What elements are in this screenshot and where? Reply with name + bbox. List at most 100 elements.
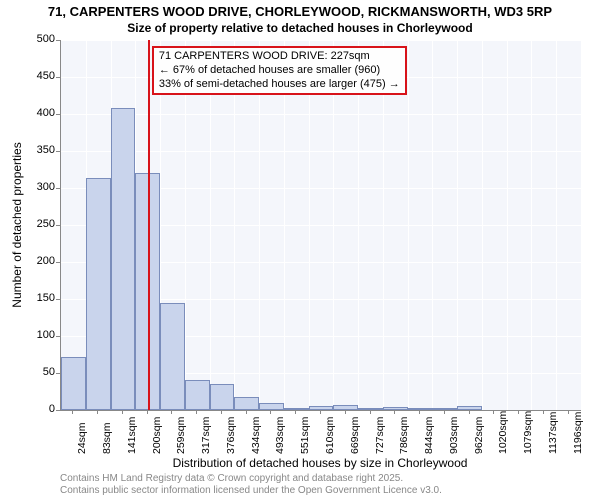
callout-box: 71 CARPENTERS WOOD DRIVE: 227sqm ← 67% o…	[152, 46, 407, 95]
x-tick-label: 1079sqm	[522, 411, 534, 454]
grid-line-h	[61, 151, 581, 152]
y-tick-label: 500	[15, 33, 55, 45]
x-tick-mark	[171, 410, 172, 414]
y-tick-mark	[56, 40, 60, 41]
y-tick-label: 150	[15, 292, 55, 304]
x-tick-mark	[72, 410, 73, 414]
grid-line-v	[432, 40, 433, 410]
histogram-bar	[160, 303, 185, 410]
x-tick-mark	[345, 410, 346, 414]
y-tick-mark	[56, 114, 60, 115]
x-tick-label: 83sqm	[101, 422, 113, 454]
x-tick-mark	[568, 410, 569, 414]
x-tick-label: 493sqm	[274, 417, 286, 454]
x-tick-label: 376sqm	[225, 417, 237, 454]
footer-line-2: Contains public sector information licen…	[60, 485, 442, 496]
histogram-bar	[86, 178, 111, 410]
grid-line-v	[383, 40, 384, 410]
y-tick-mark	[56, 225, 60, 226]
y-tick-mark	[56, 188, 60, 189]
y-tick-label: 200	[15, 255, 55, 267]
grid-line-v	[556, 40, 557, 410]
y-tick-mark	[56, 336, 60, 337]
grid-line-v	[358, 40, 359, 410]
x-tick-mark	[270, 410, 271, 414]
histogram-bar	[234, 397, 259, 410]
x-tick-label: 903sqm	[448, 417, 460, 454]
x-tick-mark	[394, 410, 395, 414]
grid-line-v	[284, 40, 285, 410]
x-tick-mark	[370, 410, 371, 414]
footer-line-1: Contains HM Land Registry data © Crown c…	[60, 473, 403, 484]
x-tick-mark	[246, 410, 247, 414]
plot-area	[60, 40, 581, 411]
grid-line-v	[507, 40, 508, 410]
x-tick-mark	[122, 410, 123, 414]
x-tick-label: 844sqm	[423, 417, 435, 454]
x-tick-label: 962sqm	[473, 417, 485, 454]
callout-line-1: 71 CARPENTERS WOOD DRIVE: 227sqm	[159, 50, 400, 64]
x-tick-label: 317sqm	[200, 417, 212, 454]
grid-line-v	[408, 40, 409, 410]
histogram-bar	[333, 405, 358, 410]
x-tick-label: 786sqm	[398, 417, 410, 454]
y-tick-mark	[56, 410, 60, 411]
callout-line-3: 33% of semi-detached houses are larger (…	[159, 78, 400, 92]
marker-line	[148, 40, 150, 410]
grid-line-v	[210, 40, 211, 410]
y-tick-mark	[56, 299, 60, 300]
histogram-bar	[111, 108, 136, 410]
x-tick-mark	[493, 410, 494, 414]
x-tick-label: 669sqm	[349, 417, 361, 454]
histogram-bar	[432, 408, 457, 410]
x-tick-label: 610sqm	[324, 417, 336, 454]
x-tick-label: 259sqm	[175, 417, 187, 454]
x-tick-mark	[543, 410, 544, 414]
y-tick-mark	[56, 151, 60, 152]
x-tick-label: 200sqm	[151, 417, 163, 454]
x-tick-label: 727sqm	[374, 417, 386, 454]
x-tick-mark	[469, 410, 470, 414]
x-tick-mark	[196, 410, 197, 414]
chart-title-main: 71, CARPENTERS WOOD DRIVE, CHORLEYWOOD, …	[0, 4, 600, 19]
y-tick-label: 0	[15, 403, 55, 415]
y-tick-mark	[56, 262, 60, 263]
chart-container: 71, CARPENTERS WOOD DRIVE, CHORLEYWOOD, …	[0, 0, 600, 500]
y-tick-label: 300	[15, 181, 55, 193]
histogram-bar	[185, 380, 210, 410]
y-tick-label: 400	[15, 107, 55, 119]
histogram-bar	[457, 406, 482, 410]
histogram-bar	[61, 357, 86, 410]
grid-line-v	[333, 40, 334, 410]
x-tick-label: 1196sqm	[572, 412, 584, 454]
x-tick-mark	[444, 410, 445, 414]
grid-line-v	[457, 40, 458, 410]
x-tick-label: 434sqm	[250, 417, 262, 454]
histogram-bar	[358, 408, 383, 410]
x-tick-label: 1020sqm	[497, 411, 509, 454]
x-tick-mark	[320, 410, 321, 414]
grid-line-v	[185, 40, 186, 410]
x-tick-label: 1137sqm	[547, 412, 559, 454]
y-tick-label: 100	[15, 329, 55, 341]
y-tick-label: 450	[15, 70, 55, 82]
grid-line-h	[61, 40, 581, 41]
histogram-bar	[259, 403, 284, 410]
grid-line-v	[309, 40, 310, 410]
y-tick-label: 250	[15, 218, 55, 230]
x-tick-mark	[97, 410, 98, 414]
grid-line-h	[61, 114, 581, 115]
callout-line-2: ← 67% of detached houses are smaller (96…	[159, 64, 400, 78]
grid-line-v	[531, 40, 532, 410]
x-tick-label: 24sqm	[76, 422, 88, 454]
y-tick-label: 350	[15, 144, 55, 156]
grid-line-v	[234, 40, 235, 410]
x-tick-mark	[221, 410, 222, 414]
y-tick-label: 50	[15, 366, 55, 378]
x-tick-mark	[295, 410, 296, 414]
x-tick-mark	[518, 410, 519, 414]
y-tick-mark	[56, 373, 60, 374]
x-tick-label: 141sqm	[126, 417, 138, 454]
grid-line-v	[482, 40, 483, 410]
histogram-bar	[210, 384, 235, 410]
